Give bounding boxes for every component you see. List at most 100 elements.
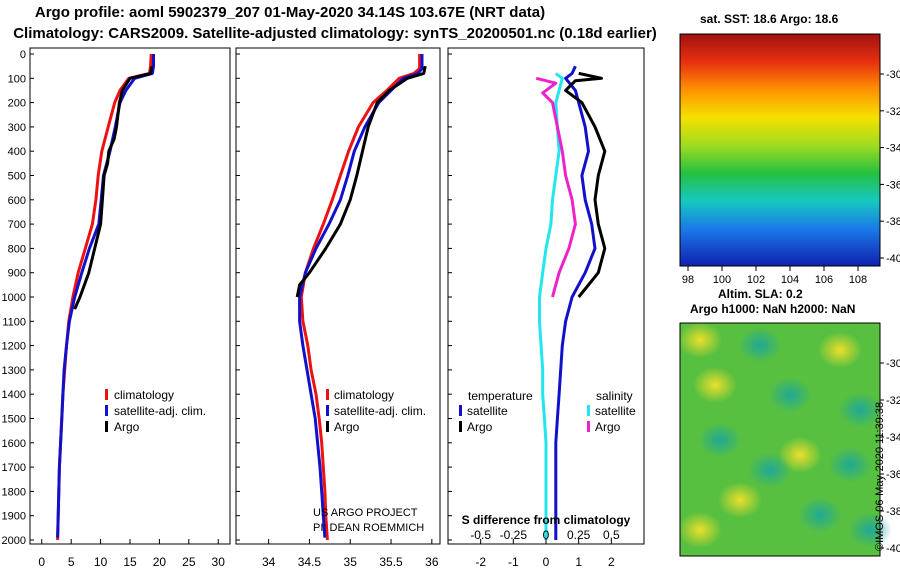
depth-tick-label: 200 bbox=[8, 98, 26, 110]
legend-sal-argo: Argo bbox=[595, 420, 621, 434]
sla-anomaly-patch bbox=[678, 322, 722, 358]
sla-anomaly-patch bbox=[828, 447, 872, 483]
lat-tick-label: -32 bbox=[886, 395, 900, 407]
depth-tick-label: 0 bbox=[20, 49, 26, 61]
series-line-argo bbox=[73, 65, 154, 310]
legend-temperature-title: temperature bbox=[468, 389, 533, 403]
x-tick-label: -2 bbox=[475, 555, 486, 569]
depth-tick-label: 1700 bbox=[2, 462, 26, 474]
lat-tick-label: -36 bbox=[886, 179, 900, 191]
lat-tick-label: -38 bbox=[886, 216, 900, 228]
temperature-panel: 0 5 10 15 20 25 30 climatology satellite-adj. … bbox=[29, 47, 231, 569]
sla-anomaly-patch bbox=[838, 392, 882, 428]
legend-swatch-satellite bbox=[105, 405, 108, 416]
series-line-salinity-satellite bbox=[538, 72, 564, 540]
lat-tick-label: -34 bbox=[886, 432, 900, 444]
depth-tick-label: 1100 bbox=[2, 316, 26, 328]
lat-tick-label: -38 bbox=[886, 506, 900, 518]
series-line-temperature-satellite bbox=[554, 65, 597, 540]
legend-swatch-climatology bbox=[105, 389, 108, 400]
legend-swatch-satellite bbox=[326, 405, 329, 416]
x-tick2-label: 0 bbox=[543, 528, 550, 542]
lat-tick-label: -40 bbox=[886, 253, 900, 265]
legend-swatch-climatology bbox=[326, 389, 329, 400]
legend-swatch-sal-argo bbox=[587, 421, 590, 432]
legend-satellite: satellite-adj. clim. bbox=[114, 404, 206, 418]
temperature-legend: climatology satellite-adj. clim. Argo bbox=[105, 388, 206, 434]
x-tick-label: 20 bbox=[153, 555, 167, 569]
depth-tick-label: 1500 bbox=[2, 414, 26, 426]
sla-title: Altim. SLA: 0.2 bbox=[718, 287, 803, 301]
imos-watermark: ©IMOS 06-May-2020 11:39:38 bbox=[874, 402, 886, 551]
x-tick-label: 36 bbox=[425, 555, 439, 569]
sla-anomaly-patch bbox=[678, 512, 722, 548]
difference-panel: -2 -1 0 1 2 -0.5 -0.25 0 0.25 0.5 temperature sal… bbox=[447, 47, 645, 569]
legend-argo: Argo bbox=[334, 420, 360, 434]
legend-climatology: climatology bbox=[334, 388, 394, 402]
legend-climatology: climatology bbox=[114, 388, 174, 402]
depth-tick-label: 1300 bbox=[2, 365, 26, 377]
x-tick-label: 30 bbox=[212, 555, 226, 569]
climatology-title: Climatology: CARS2009. Satellite-adjuste… bbox=[13, 25, 657, 42]
depth-tick-label: 1200 bbox=[2, 341, 26, 353]
salinity-legend: climatology satellite-adj. clim. Argo bbox=[326, 388, 426, 434]
series-line-climatology bbox=[56, 53, 153, 541]
depth-tick-label: 500 bbox=[8, 171, 26, 183]
x-tick2-label: -0.25 bbox=[500, 528, 528, 542]
depth-tick-label: 700 bbox=[8, 219, 26, 231]
sla-anomaly-patch bbox=[698, 422, 742, 458]
legend-swatch-temp-argo bbox=[459, 421, 462, 432]
x-tick2-label: 0.5 bbox=[603, 528, 620, 542]
x-tick-label: 34.5 bbox=[298, 555, 322, 569]
difference-legend: temperature salinity satellite Argo sate… bbox=[459, 389, 636, 434]
series-line-argo bbox=[295, 65, 427, 298]
x-tick-label: 0 bbox=[543, 555, 550, 569]
lat-tick-label: -30 bbox=[886, 358, 900, 370]
depth-tick-label: 100 bbox=[8, 73, 26, 85]
pi-credit: PI: DEAN ROEMMICH bbox=[313, 522, 424, 534]
legend-swatch-sal-satellite bbox=[587, 405, 590, 416]
series-line-temperature-argo bbox=[564, 71, 607, 298]
series-line-satellite-adj-clim- bbox=[298, 54, 424, 538]
salinity-frame bbox=[235, 47, 441, 545]
sst-map-image bbox=[679, 33, 881, 267]
lat-tick-label: -32 bbox=[886, 106, 900, 118]
lon-tick-label: 104 bbox=[781, 274, 799, 286]
sla-anomaly-patch bbox=[848, 512, 892, 548]
depth-tick-label: 2000 bbox=[2, 535, 26, 547]
depth-tick-label: 1900 bbox=[2, 511, 26, 523]
sla-anomaly-patch bbox=[748, 452, 792, 488]
x-tick-label: 15 bbox=[123, 555, 137, 569]
salinity-panel: 34 34.5 35 35.5 36 climatology satellite-adj… bbox=[235, 47, 441, 569]
depth-tick-label: 900 bbox=[8, 268, 26, 280]
x-tick-label: 34 bbox=[262, 555, 276, 569]
lon-tick-label: 102 bbox=[747, 274, 765, 286]
depth-tick-label: 600 bbox=[8, 195, 26, 207]
lat-tick-label: -30 bbox=[886, 69, 900, 81]
legend-temp-argo: Argo bbox=[467, 420, 493, 434]
legend-swatch-argo bbox=[105, 421, 108, 432]
depth-axis: 0 100 200 300 400 500 600 700 800 900 1000 1100 1200… bbox=[2, 49, 452, 547]
lat-tick-label: -36 bbox=[886, 469, 900, 481]
project-credit: US ARGO PROJECT bbox=[313, 507, 418, 519]
lon-tick-label: 108 bbox=[849, 274, 867, 286]
legend-swatch-temp-satellite bbox=[459, 405, 462, 416]
sla-map: -30 -32 -34 -36 -38 -40 bbox=[678, 322, 900, 557]
x-tick-label: 35 bbox=[344, 555, 358, 569]
sst-map: -30 -32 -34 -36 -38 -40 98 100 102 104 106 108 bbox=[679, 33, 900, 286]
legend-argo: Argo bbox=[114, 420, 140, 434]
sla-anomaly-patch bbox=[718, 482, 762, 518]
legend-sal-satellite: satellite bbox=[595, 404, 636, 418]
series-line-satellite-adj-clim- bbox=[56, 54, 155, 538]
lat-tick-label: -34 bbox=[886, 143, 900, 155]
x-tick-label: 25 bbox=[182, 555, 196, 569]
argo-height-title: Argo h1000: NaN h2000: NaN bbox=[690, 302, 856, 316]
lon-tick-label: 98 bbox=[682, 274, 694, 286]
depth-tick-label: 400 bbox=[8, 146, 26, 158]
legend-salinity-title: salinity bbox=[596, 389, 633, 403]
x-tick-label: 10 bbox=[94, 555, 108, 569]
x-tick-label: 0 bbox=[38, 555, 45, 569]
sla-anomaly-patch bbox=[693, 367, 737, 403]
sla-anomaly-patch bbox=[738, 327, 782, 363]
